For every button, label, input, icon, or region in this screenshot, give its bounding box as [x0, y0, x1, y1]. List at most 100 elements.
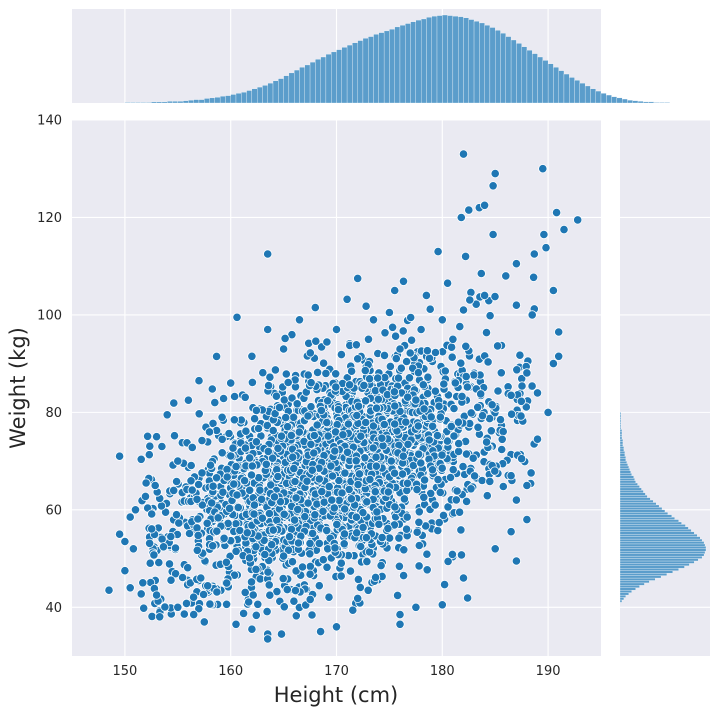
scatter-point	[422, 549, 432, 559]
scatter-point	[249, 500, 259, 510]
scatter-point	[486, 426, 496, 436]
scatter-point	[244, 553, 255, 563]
top-histogram-bar	[547, 63, 554, 104]
scatter-point	[169, 485, 179, 495]
scatter-point	[290, 585, 301, 596]
scatter-point	[115, 451, 125, 461]
top-histogram-bar	[584, 85, 591, 104]
scatter-point	[145, 538, 155, 548]
scatter-point	[554, 327, 564, 337]
scatter-point	[247, 377, 257, 387]
scatter-point	[288, 412, 299, 422]
scatter-point	[294, 427, 304, 437]
scatter-point	[452, 486, 462, 496]
scatter-point	[300, 512, 310, 522]
scatter-point	[379, 350, 390, 360]
scatter-point	[376, 560, 386, 571]
scatter-point	[398, 276, 409, 286]
scatter-point	[166, 531, 176, 542]
scatter-point	[283, 377, 293, 388]
scatter-point	[391, 353, 401, 364]
scatter-point	[479, 200, 490, 210]
right-histogram-bar	[619, 499, 654, 503]
scatter-point	[169, 431, 180, 441]
top-histogram-bar	[600, 93, 607, 104]
right-histogram-bar	[619, 497, 651, 501]
scatter-point	[356, 541, 366, 552]
scatter-point	[157, 441, 167, 452]
scatter-point	[448, 334, 458, 344]
top-histogram-bar	[373, 34, 379, 104]
top-histogram-bar	[198, 99, 205, 104]
scatter-point	[373, 394, 383, 404]
scatter-point	[449, 431, 459, 441]
scatter-point	[362, 497, 372, 507]
top-histogram-bar	[362, 38, 369, 104]
scatter-point	[120, 536, 130, 547]
scatter-point	[342, 447, 353, 457]
scatter-point	[212, 473, 222, 483]
scatter-point	[147, 611, 157, 622]
scatter-point	[286, 430, 296, 440]
scatter-point	[136, 454, 146, 464]
top-histogram-bar	[378, 32, 385, 104]
scatter-point	[330, 543, 340, 553]
scatter-point	[466, 287, 476, 297]
scatter-point	[416, 458, 426, 468]
scatter-point	[461, 371, 471, 382]
scatter-point	[351, 512, 361, 522]
right-histogram-bar	[619, 473, 632, 476]
scatter-point	[521, 402, 531, 412]
scatter-point	[426, 412, 436, 422]
scatter-point	[155, 612, 165, 622]
scatter-point	[222, 599, 232, 609]
scatter-point	[462, 593, 473, 603]
scatter-point	[327, 471, 338, 481]
top-histogram-bar	[537, 56, 543, 104]
scatter-point	[362, 556, 372, 567]
scatter-point	[289, 463, 299, 474]
right-histogram-bar	[619, 419, 622, 423]
scatter-point	[496, 368, 506, 378]
scatter-point	[150, 480, 160, 491]
right-histogram-bar	[619, 548, 707, 552]
scatter-point	[456, 550, 467, 560]
top-histogram-bar	[272, 80, 279, 104]
scatter-point	[336, 349, 346, 360]
scatter-point	[279, 395, 289, 405]
scatter-point	[189, 609, 199, 620]
y-tick-label: 120	[37, 211, 62, 226]
scatter-point	[181, 598, 192, 609]
scatter-point	[422, 346, 432, 356]
scatter-point	[447, 352, 457, 362]
right-histogram-bar	[619, 451, 626, 454]
scatter-point	[392, 590, 403, 601]
scatter-point	[307, 465, 317, 475]
scatter-point	[423, 372, 433, 382]
scatter-point	[439, 579, 450, 590]
scatter-point	[183, 395, 193, 405]
scatter-point	[246, 577, 257, 587]
scatter-point	[482, 491, 492, 501]
top-histogram-bar	[188, 100, 194, 104]
scatter-point	[352, 410, 362, 421]
scatter-point	[433, 474, 443, 485]
right-histogram-bar	[619, 443, 624, 447]
scatter-point	[276, 431, 287, 441]
scatter-point	[250, 414, 260, 424]
right-marginal-bars	[619, 412, 707, 603]
scatter-point	[437, 315, 447, 325]
scatter-point	[136, 589, 146, 599]
top-histogram-bar	[563, 73, 570, 104]
scatter-point	[128, 544, 138, 554]
scatter-point	[495, 415, 506, 425]
scatter-point	[394, 533, 404, 543]
scatter-point	[173, 602, 183, 612]
scatter-point	[458, 461, 468, 472]
scatter-point	[485, 311, 495, 321]
scatter-point	[276, 629, 287, 639]
scatter-point	[332, 519, 342, 530]
scatter-point	[204, 427, 215, 437]
scatter-point	[430, 386, 440, 396]
